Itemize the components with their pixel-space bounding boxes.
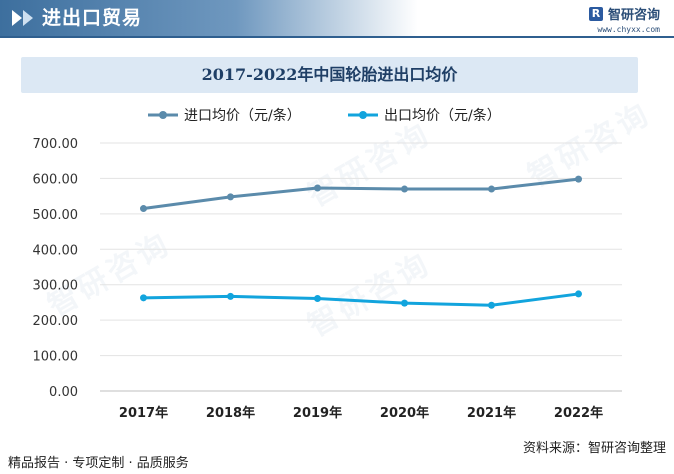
y-tick-label: 700.00 (33, 137, 79, 152)
legend-swatch-marker (159, 111, 167, 119)
data-point (314, 295, 321, 303)
brand-name: 智研咨询 (607, 8, 660, 23)
data-point (488, 185, 495, 193)
data-point (140, 294, 147, 302)
chart-title-bar: 2017-2022年中国轮胎进出口均价 (21, 57, 638, 93)
data-point (314, 184, 321, 192)
legend-label: 出口均价（元/条） (384, 107, 501, 124)
brand: R 智研咨询 (588, 4, 660, 23)
x-tick-label: 2022年 (554, 405, 603, 421)
data-point (575, 175, 582, 183)
y-tick-label: 200.00 (33, 314, 79, 329)
brand-url: www.chyxx.com (597, 25, 660, 34)
data-point (227, 292, 234, 300)
y-tick-label: 600.00 (33, 172, 79, 187)
x-tick-label: 2019年 (293, 405, 342, 421)
footer-tagline: 精品报告 · 专项定制 · 品质服务 (8, 456, 189, 471)
y-tick-label: 300.00 (33, 279, 79, 294)
chart-title: 2017-2022年中国轮胎进出口均价 (201, 65, 458, 84)
x-tick-label: 2017年 (119, 405, 168, 421)
brand-logo-icon: R (588, 6, 603, 21)
header-divider (0, 36, 674, 38)
y-tick-label: 400.00 (33, 243, 79, 258)
data-point (401, 185, 408, 193)
series-line (143, 177, 579, 211)
series-line (143, 292, 579, 307)
data-point (140, 205, 147, 213)
data-point (575, 290, 582, 298)
data-point (488, 301, 495, 309)
data-point (227, 193, 234, 201)
y-tick-label: 500.00 (33, 208, 79, 223)
x-tick-label: 2018年 (206, 405, 255, 421)
double-arrow-icon (12, 10, 34, 26)
header-title-text: 进出口贸易 (42, 7, 143, 29)
x-tick-label: 2021年 (467, 405, 516, 421)
footer-source: 资料来源：智研咨询整理 (522, 441, 666, 456)
header-title: 进出口贸易 (12, 3, 142, 33)
data-point (401, 299, 408, 307)
y-tick-label: 0.00 (49, 385, 78, 400)
y-tick-label: 100.00 (33, 350, 79, 365)
x-tick-label: 2020年 (380, 405, 429, 421)
header-band (0, 0, 674, 36)
legend-swatch-marker (359, 111, 367, 119)
legend-label: 进口均价（元/条） (184, 107, 301, 124)
